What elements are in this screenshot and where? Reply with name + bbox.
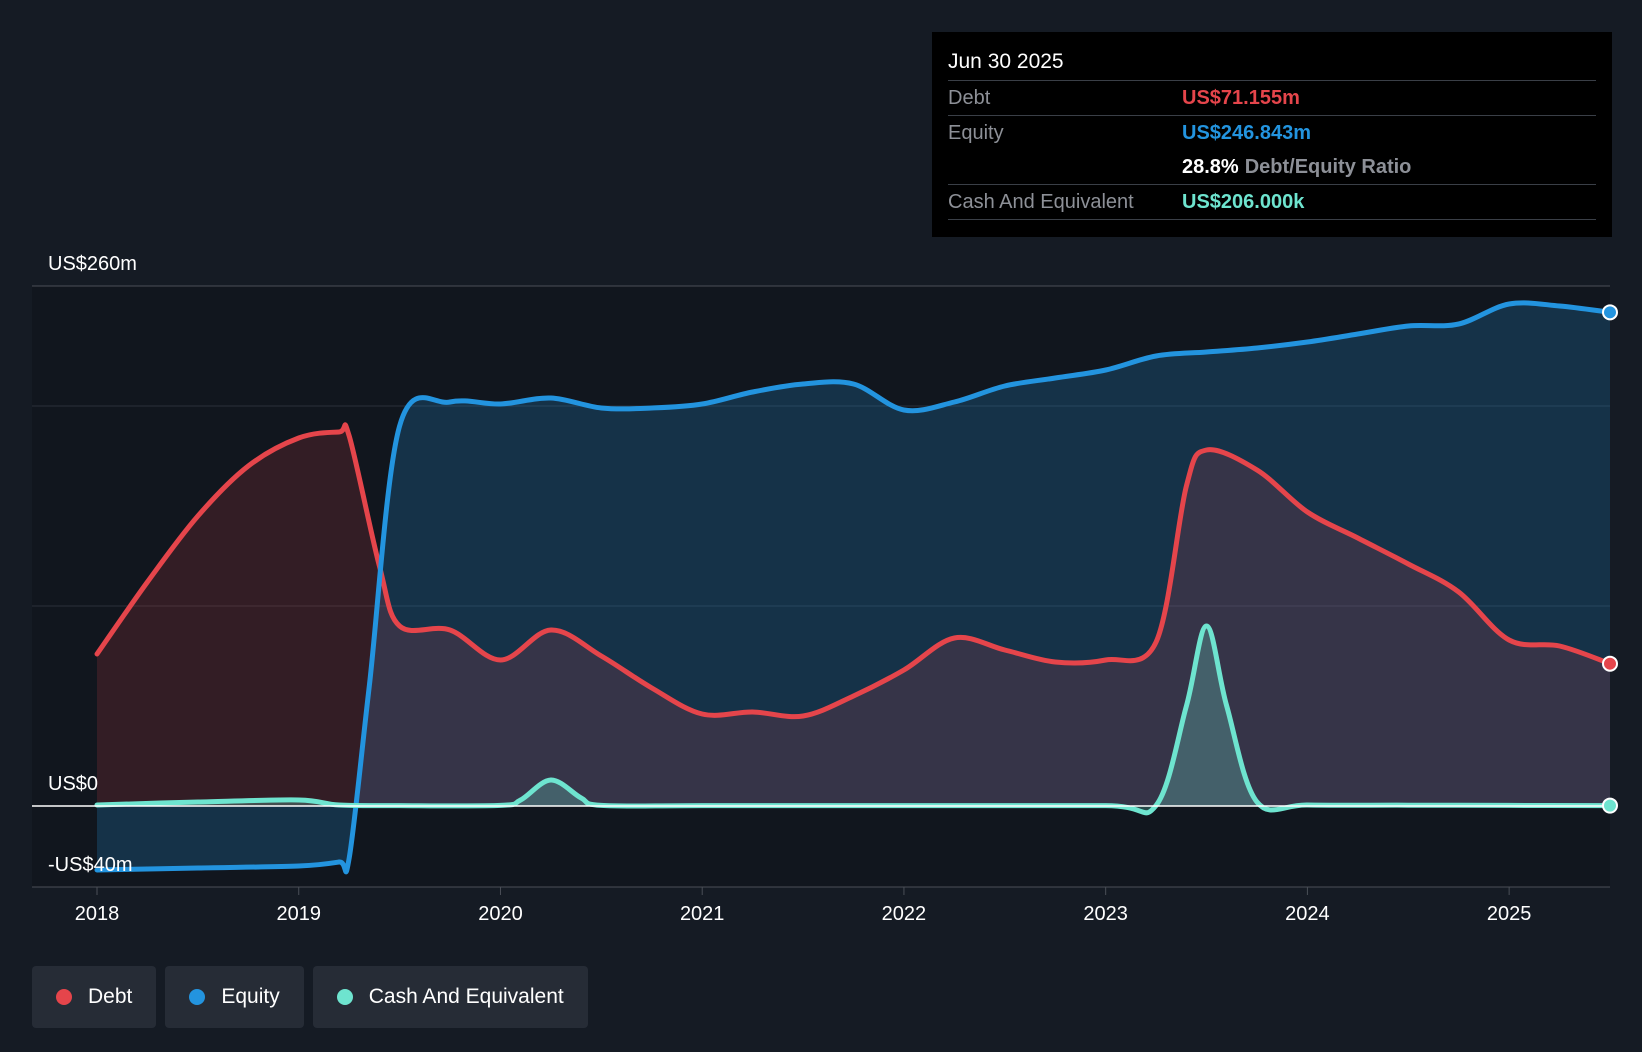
y-tick-label-neg40: -US$40m — [48, 854, 132, 876]
x-tick-label-2024: 2024 — [1285, 903, 1330, 925]
tooltip-cash-row: Cash And Equivalent US$206.000k — [948, 184, 1596, 220]
data-tooltip: Jun 30 2025 Debt US$71.155m Equity US$24… — [932, 32, 1612, 237]
tooltip-cash-label: Cash And Equivalent — [948, 190, 1134, 213]
equity-dot-icon — [189, 989, 206, 1005]
tooltip-equity-row: Equity US$246.843m — [948, 115, 1596, 150]
tooltip-debt-label: Debt — [948, 86, 991, 109]
legend-item-equity[interactable]: Equity — [165, 966, 304, 1028]
cash-end-marker[interactable] — [1602, 797, 1618, 814]
tooltip-equity-value: US$246.843m — [1182, 121, 1311, 144]
tooltip-debt-row: Debt US$71.155m — [948, 80, 1596, 115]
y-tick-label-260: US$260m — [48, 253, 137, 275]
cash-area — [97, 626, 1610, 813]
equity-line — [94, 300, 1610, 875]
x-tick-label-2023: 2023 — [1083, 903, 1128, 925]
tooltip-cash-value: US$206.000k — [1182, 190, 1305, 213]
x-tick-label-2022: 2022 — [882, 903, 927, 925]
tooltip-equity-label: Equity — [948, 121, 1004, 144]
legend-equity-label: Equity — [221, 985, 280, 1008]
debt-dot-icon — [56, 989, 72, 1005]
y-tick-label-0: US$0 — [48, 773, 98, 795]
legend: Debt Equity Cash And Equivalent — [32, 966, 588, 1028]
tooltip-date: Jun 30 2025 — [948, 50, 1064, 73]
end-markers — [1602, 304, 1618, 814]
debt-area — [97, 424, 1610, 806]
debt-end-marker[interactable] — [1602, 655, 1618, 672]
grid-lines — [32, 285, 1610, 607]
tooltip-ratio-label: Debt/Equity Ratio — [1244, 155, 1412, 178]
tooltip-debt-value: US$71.155m — [1182, 86, 1300, 109]
tooltip-ratio-row: 28.8% Debt/Equity Ratio — [948, 150, 1596, 184]
equity-end-marker[interactable] — [1602, 304, 1618, 321]
x-tick-label-2020: 2020 — [478, 903, 523, 925]
x-tick-label-2025: 2025 — [1487, 903, 1532, 925]
legend-item-cash[interactable]: Cash And Equivalent — [312, 966, 588, 1028]
debt-line — [94, 422, 1610, 720]
legend-cash-label: Cash And Equivalent — [368, 985, 564, 1008]
plot-background — [32, 286, 1610, 887]
legend-item-debt[interactable]: Debt — [32, 966, 157, 1028]
x-tick-label-2018: 2018 — [75, 903, 120, 925]
x-tick-label-2021: 2021 — [680, 903, 725, 925]
cash-dot-icon — [336, 989, 353, 1005]
axes: 2018 2019 2020 2021 2022 2023 2024 2025 US$260m U… — [32, 253, 1610, 925]
tooltip-ratio-value: 28.8% — [1182, 155, 1239, 178]
x-tick-label-2019: 2019 — [276, 903, 321, 925]
legend-debt-label: Debt — [88, 985, 133, 1008]
